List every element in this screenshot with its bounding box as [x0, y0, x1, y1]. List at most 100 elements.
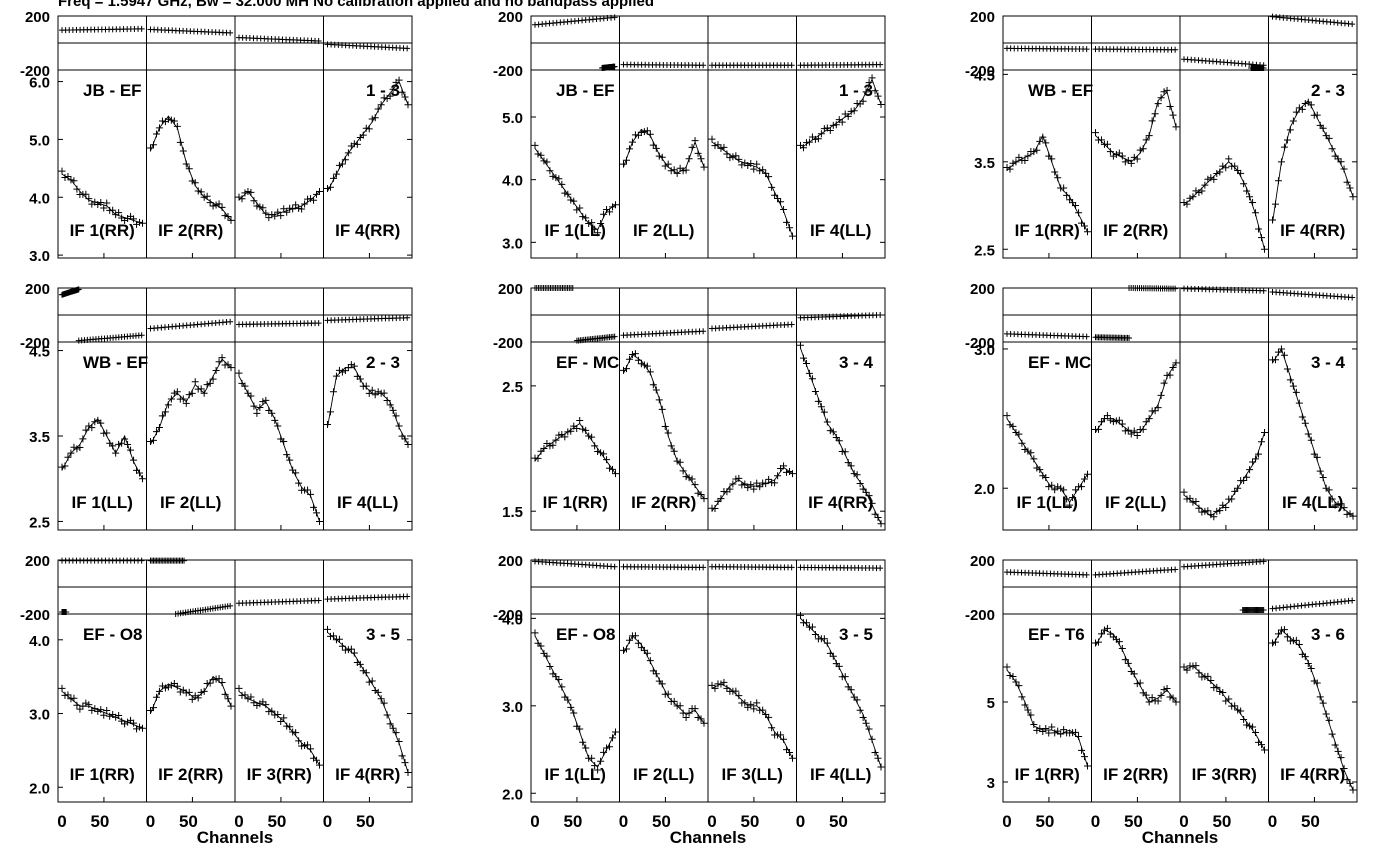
amplitude-point — [1261, 429, 1268, 437]
phase-point — [1349, 21, 1356, 28]
amplitude-point — [567, 703, 575, 711]
amplitude-point — [224, 695, 232, 703]
amplitude-point — [310, 503, 318, 511]
amplitude-point — [744, 703, 752, 711]
amplitude-point — [1009, 673, 1017, 680]
amplitude-point — [1216, 168, 1224, 176]
pair-label: 1 - 3 — [366, 81, 400, 100]
amp-tick-label: 6.0 — [29, 75, 50, 92]
amplitude-point — [244, 695, 252, 703]
amplitude-point — [1325, 716, 1333, 724]
amplitude-point — [386, 401, 394, 409]
amplitude-point — [1092, 129, 1099, 137]
amplitude-point — [191, 378, 199, 386]
amplitude-point — [1189, 193, 1197, 201]
amplitude-point — [868, 499, 876, 507]
amplitude-point — [609, 465, 617, 473]
amplitude-point — [1163, 685, 1171, 692]
amplitude-point — [588, 219, 596, 227]
phase-tick-label: 200 — [498, 9, 523, 26]
amplitude-point — [200, 389, 208, 397]
amplitude-point — [759, 706, 767, 714]
amplitude-point — [777, 198, 785, 206]
amplitude-point — [868, 735, 876, 743]
amplitude-point — [582, 426, 590, 434]
amplitude-point — [389, 85, 397, 93]
amplitude-point — [723, 150, 731, 158]
amplitude-point — [152, 428, 160, 436]
phase-point — [569, 285, 576, 291]
amplitude-point — [1246, 722, 1254, 730]
amplitude-point — [1075, 733, 1083, 740]
amplitude-point — [1033, 726, 1041, 734]
amplitude-point — [1133, 155, 1141, 163]
amplitude-point — [1252, 455, 1260, 463]
amplitude-point — [347, 361, 355, 369]
amplitude-point — [136, 218, 144, 226]
amplitude-point — [576, 725, 584, 733]
amplitude-point — [121, 720, 129, 728]
amplitude-point — [200, 193, 208, 201]
amplitude-point — [289, 205, 297, 213]
amplitude-point — [1295, 641, 1303, 648]
amplitude-point — [625, 355, 633, 363]
amplitude-point — [1322, 710, 1330, 718]
amplitude-point — [307, 745, 315, 753]
amplitude-point — [1160, 686, 1168, 694]
amplitude-point — [637, 360, 645, 368]
amplitude-point — [1186, 494, 1194, 502]
amplitude-point — [152, 130, 160, 138]
amplitude-point — [335, 635, 343, 643]
amplitude-point — [70, 694, 78, 702]
amplitude-point — [200, 687, 208, 695]
phase-point — [611, 63, 618, 70]
baseline-label: EF - MC — [1028, 353, 1091, 372]
amplitude-point — [227, 364, 235, 372]
amplitude-point — [1166, 103, 1174, 111]
amplitude-point — [603, 744, 611, 752]
amplitude-point — [823, 639, 831, 647]
amplitude-point — [304, 486, 312, 494]
pair-label: 1 - 3 — [839, 81, 873, 100]
amplitude-point — [1048, 481, 1056, 489]
amplitude-point — [1246, 466, 1254, 474]
amplitude-point — [292, 201, 300, 209]
amplitude-point — [1036, 137, 1044, 145]
amplitude-point — [1163, 86, 1171, 94]
amplitude-point — [1136, 679, 1144, 687]
amplitude-point — [667, 167, 675, 175]
amplitude-point — [862, 88, 870, 96]
amplitude-point — [221, 690, 229, 698]
amplitude-point — [161, 684, 169, 692]
amplitude-point — [1289, 382, 1297, 390]
amplitude-point — [173, 388, 181, 396]
amplitude-point — [762, 480, 770, 488]
amplitude-point — [1030, 148, 1038, 156]
amplitude-point — [280, 205, 288, 213]
amplitude-point — [1286, 376, 1294, 384]
amplitude-point — [1343, 178, 1351, 186]
amplitude-point — [799, 354, 807, 362]
amplitude-point — [344, 364, 352, 372]
amplitude-point — [395, 76, 403, 84]
amplitude-point — [362, 124, 370, 132]
amplitude-point — [835, 662, 843, 670]
amplitude-point — [307, 195, 315, 203]
amplitude-point — [401, 93, 409, 101]
amplitude-point — [1097, 418, 1105, 426]
amp-tick-label: 2.0 — [502, 786, 523, 803]
amplitude-point — [679, 709, 687, 717]
amplitude-point — [58, 463, 66, 471]
amplitude-point — [603, 456, 611, 464]
amplitude-point — [1118, 645, 1126, 652]
amplitude-point — [112, 449, 120, 457]
phase-tick-label: 200 — [25, 553, 50, 570]
amplitude-point — [753, 160, 761, 168]
amplitude-point — [1142, 136, 1150, 144]
amplitude-point — [643, 649, 651, 657]
amplitude-point — [338, 160, 346, 168]
phase-tick-label: -200 — [20, 63, 50, 80]
amplitude-point — [1319, 699, 1327, 707]
